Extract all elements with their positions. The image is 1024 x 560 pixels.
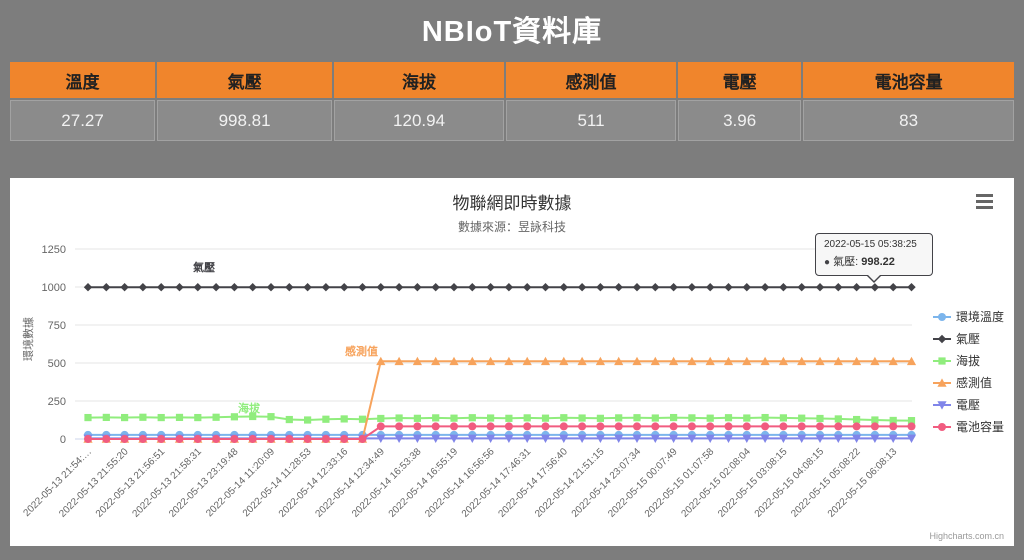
tooltip-series-dot-icon: ●: [824, 257, 831, 268]
svg-text:2022-05-14 17:56:40: 2022-05-14 17:56:40: [496, 446, 570, 520]
legend-marker-triangle-icon: [933, 377, 951, 387]
series-markers-sensor: [83, 356, 917, 443]
legend-label-battery: 電池容量: [956, 420, 1005, 434]
legend-marker-circle-icon: [933, 312, 951, 321]
svg-text:2022-05-14 17:46:31: 2022-05-14 17:46:31: [460, 446, 534, 520]
series-label-pressure: 氣壓: [193, 260, 215, 274]
legend-label-altitude: 海拔: [956, 354, 981, 368]
chart-subtitle: 數據來源：昱詠科技: [457, 220, 566, 234]
svg-text:2022-05-13 21:54:…: 2022-05-13 21:54:…: [21, 446, 94, 519]
svg-text:250: 250: [48, 396, 66, 408]
y-axis-title: 環境數據: [23, 317, 35, 361]
svg-text:2022-05-14 12:33:16: 2022-05-14 12:33:16: [277, 446, 351, 520]
svg-text:1000: 1000: [42, 282, 66, 294]
legend-item-battery[interactable]: 電池容量: [933, 418, 1004, 435]
svg-text:2022-05-13 21:56:51: 2022-05-13 21:56:51: [94, 446, 168, 520]
chart-panel: 0 250 500 750 1000 1250 2022-05-13 21:54:… 2022…: [10, 178, 1014, 546]
legend-item-pressure[interactable]: 氣壓: [933, 330, 1004, 347]
series-label-altitude: 海拔: [238, 401, 261, 415]
svg-text:2022-05-14 16:53:38: 2022-05-14 16:53:38: [350, 446, 424, 520]
legend-item-voltage[interactable]: 電壓: [933, 396, 1004, 413]
svg-text:2022-05-14 16:55:19: 2022-05-14 16:55:19: [387, 446, 461, 520]
y-axis-labels: 0 250 500 750 1000 1250: [42, 244, 66, 446]
summary-header-voltage: 電壓: [677, 62, 802, 98]
summary-header-sensor: 感測值: [506, 62, 676, 98]
svg-text:1250: 1250: [42, 244, 66, 256]
svg-text:2022-05-14 11:28:53: 2022-05-14 11:28:53: [241, 446, 314, 519]
svg-text:2022-05-14 21:51:15: 2022-05-14 21:51:15: [533, 446, 607, 520]
summary-header-pressure: 氣壓: [157, 62, 333, 98]
series-markers-altitude: [84, 412, 916, 425]
svg-text:2022-05-13 21:58:31: 2022-05-13 21:58:31: [130, 446, 204, 520]
x-axis-labels: 2022-05-13 21:54:…2022-05-13 21:55:20202…: [21, 446, 899, 520]
summary-value-row: 27.27 998.81 120.94 511 3.96 83: [10, 100, 1014, 141]
legend-marker-diamond-icon: [933, 334, 951, 343]
legend-label-voltage: 電壓: [956, 398, 981, 412]
svg-text:2022-05-14 23:07:34: 2022-05-14 23:07:34: [570, 446, 644, 520]
svg-text:2022-05-14 12:34:49: 2022-05-14 12:34:49: [313, 446, 387, 520]
legend-marker-square-icon: [933, 356, 951, 365]
summary-value-pressure: 998.81: [157, 100, 333, 141]
legend-label-sensor: 感測值: [956, 376, 993, 390]
svg-text:0: 0: [60, 434, 66, 446]
summary-value-voltage: 3.96: [677, 100, 802, 141]
summary-value-temperature: 27.27: [10, 100, 156, 141]
hamburger-menu-icon[interactable]: [976, 191, 1000, 211]
tooltip-series-name: 氣壓: [833, 256, 856, 268]
series-markers-battery: [84, 422, 916, 443]
summary-header-row: 溫度 氣壓 海拔 感測值 電壓 電池容量: [10, 62, 1014, 98]
legend-item-sensor[interactable]: 感測值: [933, 374, 1004, 391]
y-gridlines: [75, 248, 912, 440]
legend-marker-circle-icon: [933, 422, 951, 431]
summary-value-sensor: 511: [506, 100, 676, 141]
legend-item-temperature[interactable]: 環境溫度: [933, 308, 1004, 325]
svg-text:2022-05-15 06:08:13: 2022-05-15 06:08:13: [826, 446, 900, 520]
legend-label-pressure: 氣壓: [956, 332, 981, 346]
summary-header-altitude: 海拔: [334, 62, 505, 98]
summary-table: 溫度 氣壓 海拔 感測值 電壓 電池容量 27.27 998.81 120.94…: [8, 60, 1016, 143]
summary-header-battery: 電池容量: [803, 62, 1014, 98]
tooltip-series-row: ● 氣壓: 998.22: [824, 256, 895, 268]
svg-text:2022-05-14 11:20:09: 2022-05-14 11:20:09: [204, 446, 277, 519]
series-label-sensor: 感測值: [345, 344, 378, 358]
chart-tooltip: 2022-05-15 05:38:25 ● 氣壓: 998.22: [815, 233, 933, 283]
highcharts-credit[interactable]: Highcharts.com.cn: [929, 531, 1004, 541]
svg-text:2022-05-15 03:08:15: 2022-05-15 03:08:15: [716, 446, 790, 520]
chart-legend: 環境溫度氣壓海拔感測值電壓電池容量: [933, 308, 1004, 435]
legend-marker-triangle-down-icon: [933, 400, 951, 410]
svg-text:2022-05-15 04:08:15: 2022-05-15 04:08:15: [753, 446, 827, 520]
svg-text:2022-05-14 16:56:56: 2022-05-14 16:56:56: [423, 446, 497, 520]
tooltip-series-value: 998.22: [861, 256, 895, 268]
svg-text:2022-05-13 21:55:20: 2022-05-13 21:55:20: [57, 446, 131, 520]
series-line-battery: [88, 425, 912, 440]
series-line-altitude: [87, 415, 912, 422]
legend-label-temperature: 環境溫度: [956, 310, 1005, 324]
svg-text:750: 750: [48, 320, 66, 332]
svg-text:2022-05-13 23:19:48: 2022-05-13 23:19:48: [167, 446, 241, 520]
svg-text:2022-05-15 05:08:22: 2022-05-15 05:08:22: [789, 446, 863, 520]
svg-text:2022-05-15 00:07:49: 2022-05-15 00:07:49: [606, 446, 680, 520]
summary-value-battery: 83: [803, 100, 1014, 141]
svg-text:2022-05-15 01:07:58: 2022-05-15 01:07:58: [643, 446, 717, 520]
legend-item-altitude[interactable]: 海拔: [933, 352, 1004, 369]
tooltip-timestamp: 2022-05-15 05:38:25: [824, 239, 917, 250]
page-title: NBIoT資料庫: [421, 16, 603, 48]
summary-value-altitude: 120.94: [334, 100, 505, 141]
chart-title: 物聯網即時數據: [452, 194, 572, 213]
svg-text:500: 500: [48, 358, 66, 370]
svg-text:2022-05-15 02:08:04: 2022-05-15 02:08:04: [679, 446, 753, 520]
summary-header-temperature: 溫度: [10, 62, 156, 98]
series-markers-pressure: [83, 282, 916, 292]
